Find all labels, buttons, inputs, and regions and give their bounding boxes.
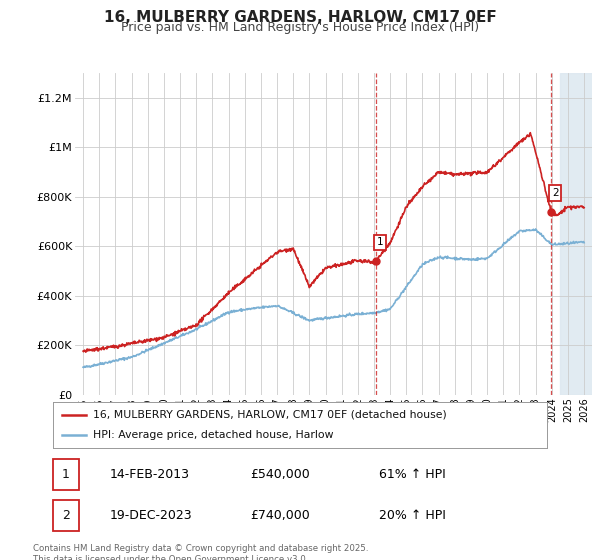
Text: 16, MULBERRY GARDENS, HARLOW, CM17 0EF (detached house): 16, MULBERRY GARDENS, HARLOW, CM17 0EF (… bbox=[94, 410, 447, 420]
Text: £740,000: £740,000 bbox=[251, 508, 310, 522]
Text: 14-FEB-2013: 14-FEB-2013 bbox=[110, 468, 190, 481]
FancyBboxPatch shape bbox=[53, 500, 79, 531]
Text: 1: 1 bbox=[377, 237, 383, 248]
Text: HPI: Average price, detached house, Harlow: HPI: Average price, detached house, Harl… bbox=[94, 430, 334, 440]
Text: 2: 2 bbox=[62, 508, 70, 522]
Bar bbox=[560, 73, 600, 395]
Text: 20% ↑ HPI: 20% ↑ HPI bbox=[379, 508, 446, 522]
Text: Price paid vs. HM Land Registry's House Price Index (HPI): Price paid vs. HM Land Registry's House … bbox=[121, 21, 479, 34]
Text: 19-DEC-2023: 19-DEC-2023 bbox=[110, 508, 192, 522]
Text: 61% ↑ HPI: 61% ↑ HPI bbox=[379, 468, 446, 481]
FancyBboxPatch shape bbox=[53, 459, 79, 490]
Text: Contains HM Land Registry data © Crown copyright and database right 2025.
This d: Contains HM Land Registry data © Crown c… bbox=[33, 544, 368, 560]
Text: 1: 1 bbox=[62, 468, 70, 481]
Text: £540,000: £540,000 bbox=[251, 468, 310, 481]
Text: 2: 2 bbox=[552, 188, 559, 198]
Text: 16, MULBERRY GARDENS, HARLOW, CM17 0EF: 16, MULBERRY GARDENS, HARLOW, CM17 0EF bbox=[104, 10, 496, 25]
